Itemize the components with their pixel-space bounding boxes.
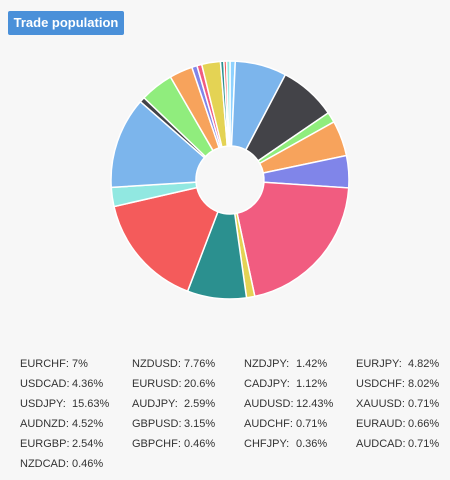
legend-item: NZDUSD: 7.76% <box>132 354 244 374</box>
legend-label: NZDUSD: <box>132 358 181 370</box>
legend-label: EURAUD: <box>356 418 406 430</box>
legend-label: USDCAD: <box>20 378 70 390</box>
legend-item: GBPUSD: 3.15% <box>132 414 244 434</box>
legend-label: EURUSD: <box>132 378 182 390</box>
legend-label: NZDCAD: <box>20 458 69 470</box>
legend-item: EURAUD: 0.66% <box>356 414 450 434</box>
legend-value: 0.66% <box>408 418 440 430</box>
legend-item: NZDJPY: 1.42% <box>244 354 356 374</box>
legend-label: GBPUSD: <box>132 418 182 430</box>
legend-item: GBPCHF: 0.46% <box>132 434 244 454</box>
legend-item: AUDUSD: 12.43% <box>244 394 356 414</box>
legend-item: USDCAD: 4.36% <box>20 374 132 394</box>
legend-item: AUDNZD: 4.52% <box>20 414 132 434</box>
legend-value: 0.71% <box>408 438 440 450</box>
legend-item: CADJPY: 1.12% <box>244 374 356 394</box>
legend-value: 0.46% <box>184 438 216 450</box>
legend-value: 0.46% <box>72 458 104 470</box>
legend-item: USDCHF: 8.02% <box>356 374 450 394</box>
legend-value: 2.59% <box>184 398 216 410</box>
slice-eurusd[interactable] <box>236 181 350 298</box>
slice-audusd[interactable] <box>110 100 206 189</box>
legend-value: 7.76% <box>184 358 216 370</box>
legend-label: CHFJPY: <box>244 438 290 450</box>
legend-value: 8.02% <box>408 378 440 390</box>
legend-value: 4.82% <box>408 358 440 370</box>
legend-label: GBPCHF: <box>132 438 181 450</box>
legend-item: EURJPY: 4.82% <box>356 354 450 374</box>
legend-item: EURUSD: 20.6% <box>132 374 244 394</box>
legend-label: USDCHF: <box>356 378 405 390</box>
legend-value: 3.15% <box>184 418 216 430</box>
legend-label: AUDUSD: <box>244 398 294 410</box>
legend-value: 0.36% <box>296 438 328 450</box>
legend-value: 0.71% <box>296 418 328 430</box>
legend-item: AUDJPY: 2.59% <box>132 394 244 414</box>
legend-label: EURGBP: <box>20 438 70 450</box>
legend-item: CHFJPY: 0.36% <box>244 434 356 454</box>
legend-label: AUDNZD: <box>20 418 69 430</box>
legend-item: EURCHF: 7% <box>20 354 132 374</box>
legend-value: 7% <box>72 358 88 370</box>
legend-label: AUDCAD: <box>356 438 406 450</box>
donut-chart <box>110 60 350 300</box>
legend-value: 12.43% <box>296 398 334 410</box>
legend-label: EURJPY: <box>356 358 402 370</box>
legend: EURCHF: 7% NZDUSD: 7.76% NZDJPY: 1.42% EURJPY:… <box>20 354 450 474</box>
legend-label: AUDCHF: <box>244 418 293 430</box>
legend-value: 2.54% <box>72 438 104 450</box>
legend-label: XAUUSD: <box>356 398 405 410</box>
legend-value: 1.12% <box>296 378 328 390</box>
legend-item: EURGBP: 2.54% <box>20 434 132 454</box>
legend-value: 20.6% <box>184 378 216 390</box>
slice-nzdcad[interactable] <box>225 60 231 147</box>
legend-label: NZDJPY: <box>244 358 290 370</box>
slice-usdjpy[interactable] <box>113 186 219 293</box>
legend-value: 4.36% <box>72 378 104 390</box>
legend-value: 4.52% <box>72 418 104 430</box>
legend-label: CADJPY: <box>244 378 290 390</box>
legend-value: 0.71% <box>408 398 440 410</box>
legend-label: EURCHF: <box>20 358 69 370</box>
legend-item: NZDCAD: 0.46% <box>20 454 132 474</box>
legend-label: USDJPY: <box>20 398 66 410</box>
legend-item: XAUUSD: 0.71% <box>356 394 450 414</box>
legend-value: 1.42% <box>296 358 328 370</box>
legend-item: USDJPY: 15.63% <box>20 394 132 414</box>
legend-label: AUDJPY: <box>132 398 178 410</box>
legend-value: 15.63% <box>72 398 110 410</box>
legend-item: AUDCAD: 0.71% <box>356 434 450 454</box>
trade-population-button[interactable]: Trade population <box>8 11 124 35</box>
legend-item: AUDCHF: 0.71% <box>244 414 356 434</box>
